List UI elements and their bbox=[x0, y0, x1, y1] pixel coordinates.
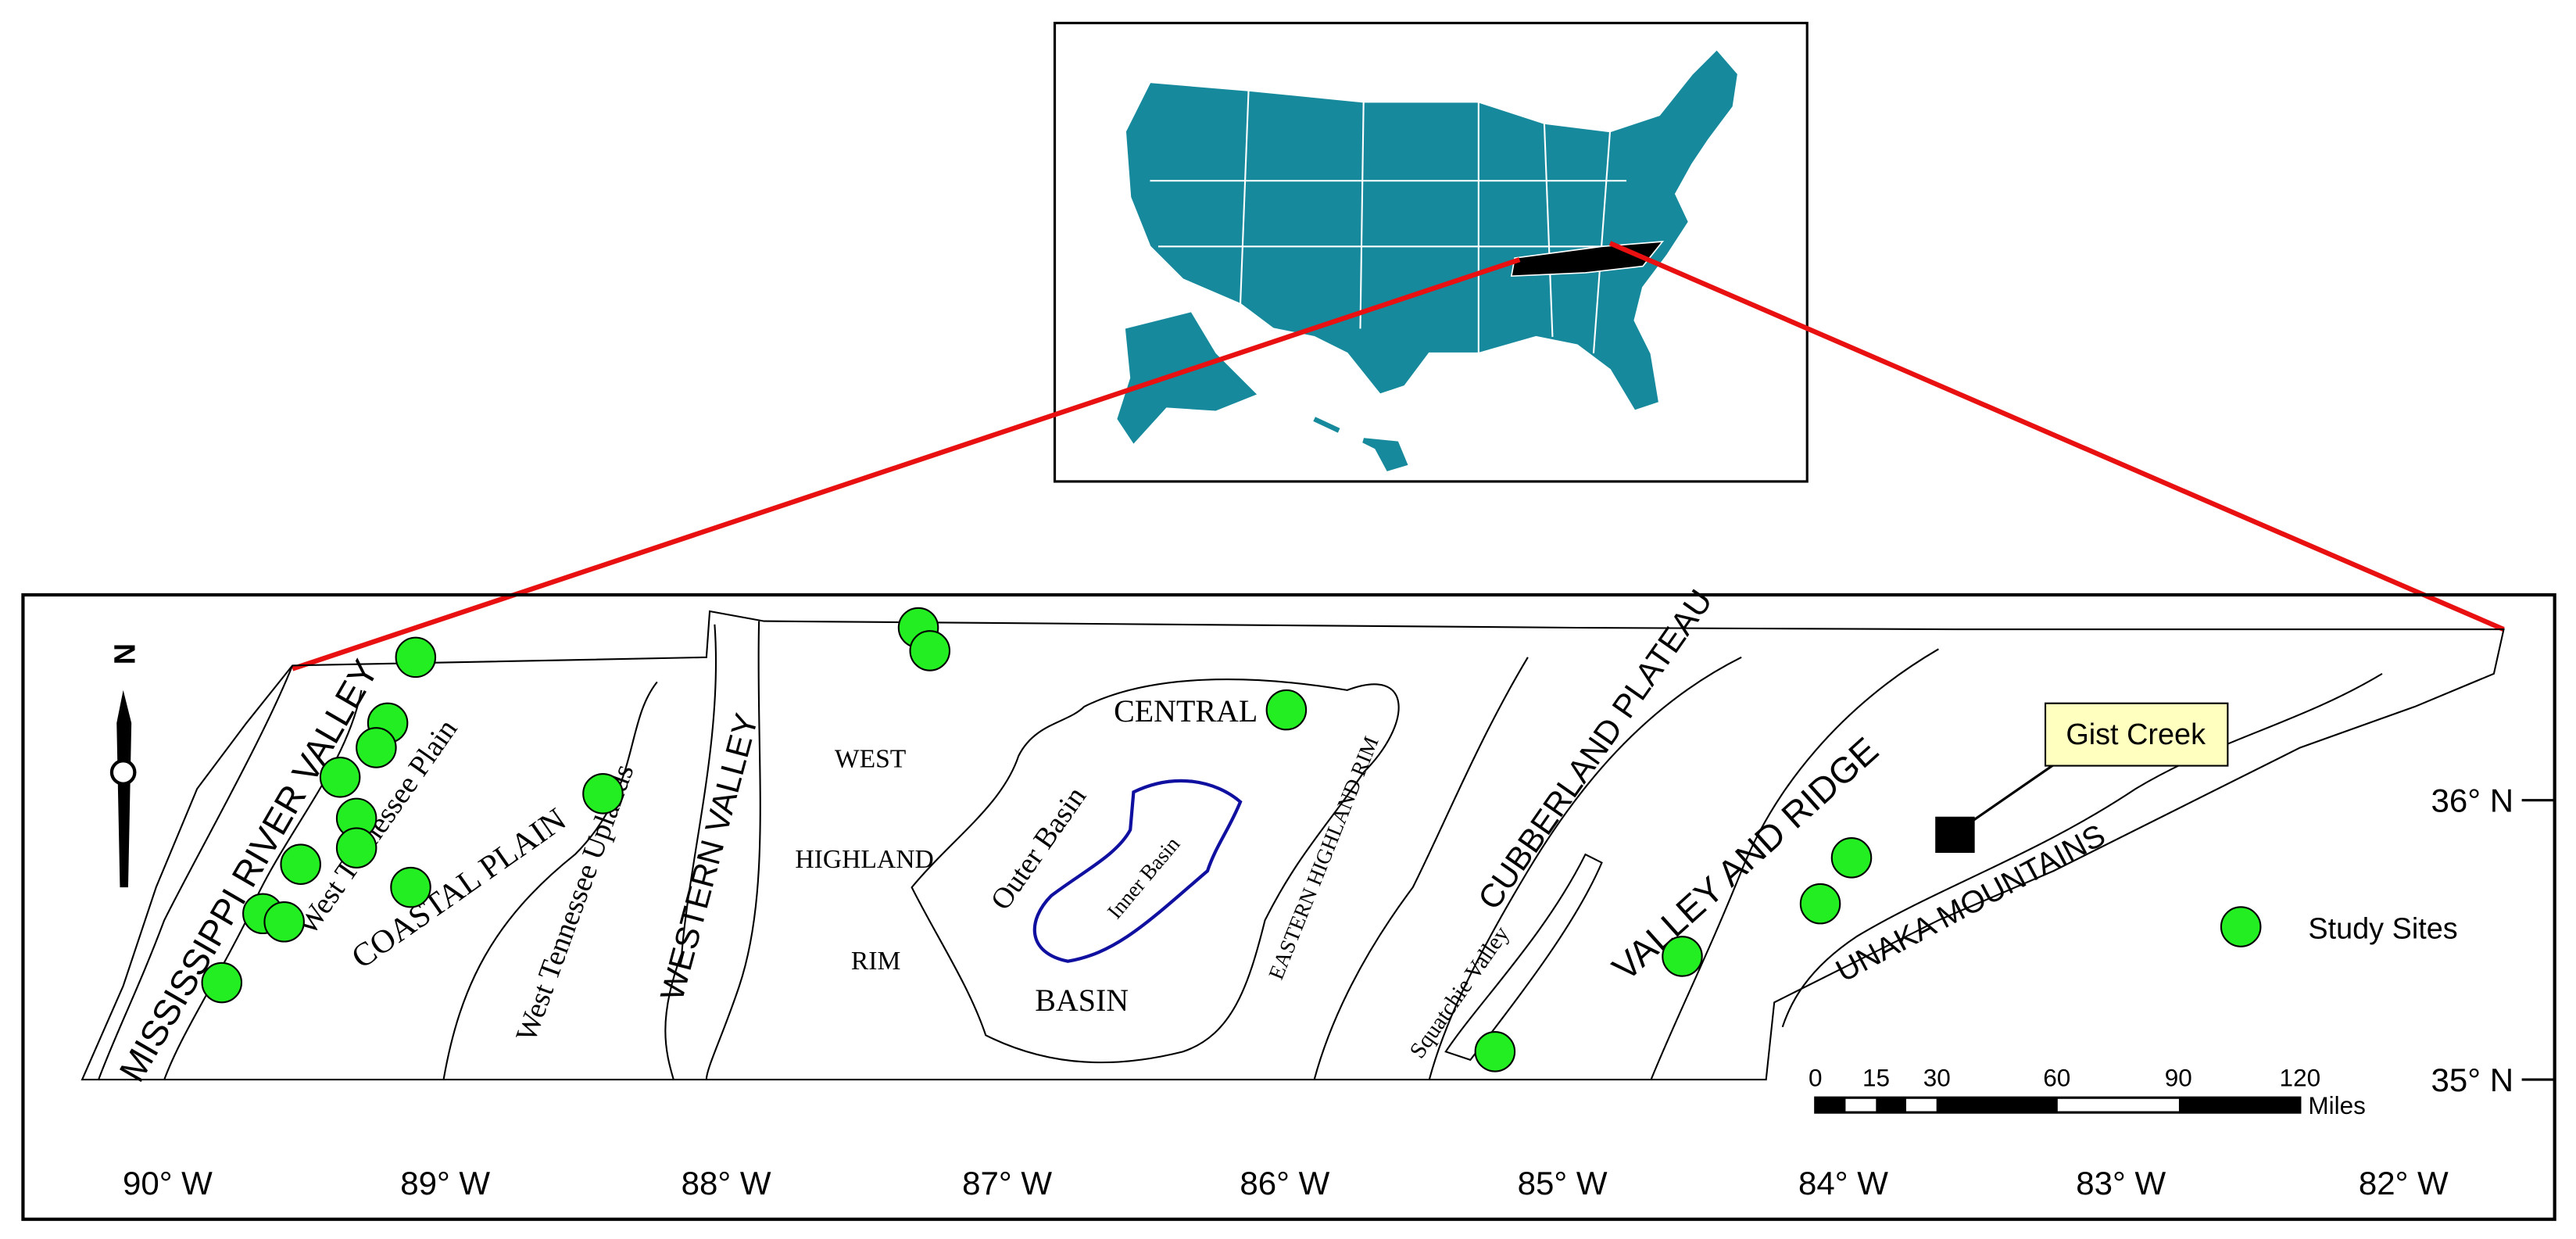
study-site bbox=[280, 843, 321, 885]
scale-segment bbox=[1876, 1098, 1906, 1113]
basin-boundary bbox=[911, 679, 1400, 1064]
scale-label: 60 bbox=[2043, 1063, 2070, 1091]
longitude-label: 90° W bbox=[123, 1165, 213, 1201]
region-boundary bbox=[664, 624, 717, 1080]
study-site bbox=[1830, 837, 1873, 879]
study-site bbox=[263, 901, 305, 943]
study-site bbox=[356, 727, 397, 768]
zoom-line bbox=[292, 257, 1521, 671]
legend-symbol bbox=[2220, 906, 2262, 947]
longitude-label: 83° W bbox=[2076, 1165, 2166, 1201]
study-site bbox=[909, 630, 951, 671]
longitude-label: 89° W bbox=[400, 1165, 490, 1201]
gist-creek-callout: Gist Creek bbox=[1935, 702, 2229, 853]
state-outline bbox=[80, 610, 2505, 1081]
longitude-label: 86° W bbox=[1240, 1165, 1329, 1201]
study-site bbox=[319, 757, 361, 798]
state-lines bbox=[1150, 90, 1644, 354]
latitude-labels: 36° N 35° N bbox=[2431, 782, 2555, 1098]
main-frame bbox=[21, 593, 2556, 1221]
gist-creek-marker bbox=[1935, 816, 1975, 853]
scale-label: 120 bbox=[2280, 1063, 2321, 1091]
inner-basin bbox=[1032, 779, 1243, 963]
region-label: WEST bbox=[835, 745, 907, 774]
longitude-label: 84° W bbox=[1798, 1165, 1888, 1201]
longitude-labels: 90° W 89° W 88° W 87° W 86° W 85° W 84° … bbox=[123, 1165, 2449, 1201]
arrow-hub bbox=[109, 759, 137, 786]
study-site bbox=[1474, 1031, 1516, 1072]
tennessee-map bbox=[80, 610, 2505, 1081]
region-boundary bbox=[1428, 656, 1742, 1080]
scale-segment bbox=[1815, 1098, 1846, 1113]
region-label: RIM bbox=[851, 947, 901, 976]
scale-segment bbox=[1936, 1098, 2058, 1113]
region-boundary bbox=[705, 621, 761, 1080]
study-site bbox=[201, 961, 243, 1004]
study-site bbox=[1799, 883, 1841, 925]
scale-segment bbox=[2178, 1098, 2300, 1113]
region-label: HIGHLAND bbox=[795, 845, 933, 874]
region-boundary bbox=[1313, 657, 1529, 1080]
sequatchie-valley bbox=[1444, 853, 1603, 1062]
region-label: CENTRAL bbox=[1114, 693, 1258, 729]
scale-label: 30 bbox=[1923, 1063, 1951, 1091]
scale-bar: 0 15 30 60 90 120 Miles bbox=[1809, 1063, 2366, 1119]
region-label: BASIN bbox=[1035, 983, 1129, 1018]
north-label: N bbox=[109, 643, 141, 664]
region-boundary bbox=[98, 664, 294, 1080]
study-site bbox=[395, 636, 437, 679]
scale-label: 90 bbox=[2165, 1063, 2192, 1091]
longitude-label: 85° W bbox=[1518, 1165, 1608, 1201]
conterminous-us bbox=[1124, 48, 1740, 412]
latitude-label: 36° N bbox=[2431, 782, 2514, 818]
callout-box bbox=[2044, 702, 2229, 767]
region-boundary bbox=[1781, 672, 2383, 1028]
region-boundary bbox=[442, 681, 658, 1080]
longitude-label: 88° W bbox=[682, 1165, 771, 1201]
study-site bbox=[1662, 936, 1703, 977]
study-site bbox=[390, 866, 431, 908]
arrow-shaft bbox=[116, 689, 132, 888]
hawaii bbox=[1313, 417, 1408, 471]
us-inset bbox=[1053, 21, 1809, 483]
longitude-label: 87° W bbox=[962, 1165, 1052, 1201]
callout-leader bbox=[1970, 757, 2063, 823]
latitude-label: 35° N bbox=[2431, 1062, 2514, 1098]
scale-label: 15 bbox=[1862, 1063, 1890, 1091]
longitude-label: 82° W bbox=[2359, 1165, 2449, 1201]
study-site bbox=[582, 773, 624, 815]
legend: Study Sites bbox=[2220, 906, 2458, 947]
north-arrow: N bbox=[109, 643, 141, 888]
study-site bbox=[1265, 689, 1308, 731]
scale-label: 0 bbox=[1809, 1063, 1823, 1091]
region-boundary bbox=[1650, 648, 1939, 1080]
scale-unit: Miles bbox=[2308, 1091, 2366, 1119]
zoom-line bbox=[1608, 241, 2505, 632]
legend-label: Study Sites bbox=[2308, 912, 2457, 945]
alaska bbox=[1117, 312, 1258, 444]
study-sites bbox=[201, 607, 1873, 1072]
callout-label: Gist Creek bbox=[2066, 718, 2206, 751]
study-site bbox=[335, 827, 377, 868]
